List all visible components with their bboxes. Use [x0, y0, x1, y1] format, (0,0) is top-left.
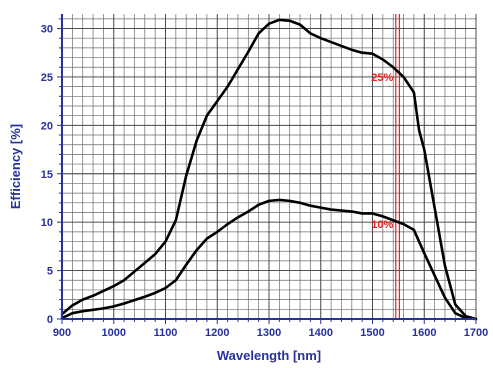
major-grid: [61, 14, 477, 320]
axes: [57, 14, 477, 324]
annotations: 25% 10%: [371, 72, 393, 231]
x-tick-label: 1100: [154, 327, 178, 339]
x-tick-label: 1500: [360, 327, 384, 339]
y-tick-label: 10: [41, 217, 53, 229]
series-line-0: [60, 18, 478, 321]
x-tick-label: 1000: [102, 327, 126, 339]
x-tick-label: 1200: [205, 327, 229, 339]
x-tick-label: 1300: [257, 327, 281, 339]
x-tick-label: 1700: [464, 327, 488, 339]
x-axis-title: Wavelength [nm]: [217, 348, 321, 363]
y-tick-label: 30: [41, 24, 53, 36]
series-line-1: [60, 198, 478, 321]
x-tick-label: 1400: [309, 327, 333, 339]
annotation-label-0: 25%: [371, 72, 393, 84]
y-tick-label: 5: [47, 266, 53, 278]
y-tick-label: 25: [41, 72, 53, 84]
reference-lines: [395, 14, 401, 319]
y-axis-title: Efficiency [%]: [8, 124, 23, 209]
tick-labels: 900 1000 1100 1200 1300 1400 1500 1600 1700 0 5 10 1…: [41, 24, 488, 339]
x-tick-label: 1600: [412, 327, 436, 339]
y-tick-label: 0: [47, 314, 53, 326]
series-layer: [60, 18, 478, 321]
annotation-label-1: 10%: [371, 219, 393, 231]
x-tick-label: 900: [53, 327, 71, 339]
y-tick-label: 20: [41, 120, 53, 132]
y-tick-label: 15: [41, 169, 53, 181]
